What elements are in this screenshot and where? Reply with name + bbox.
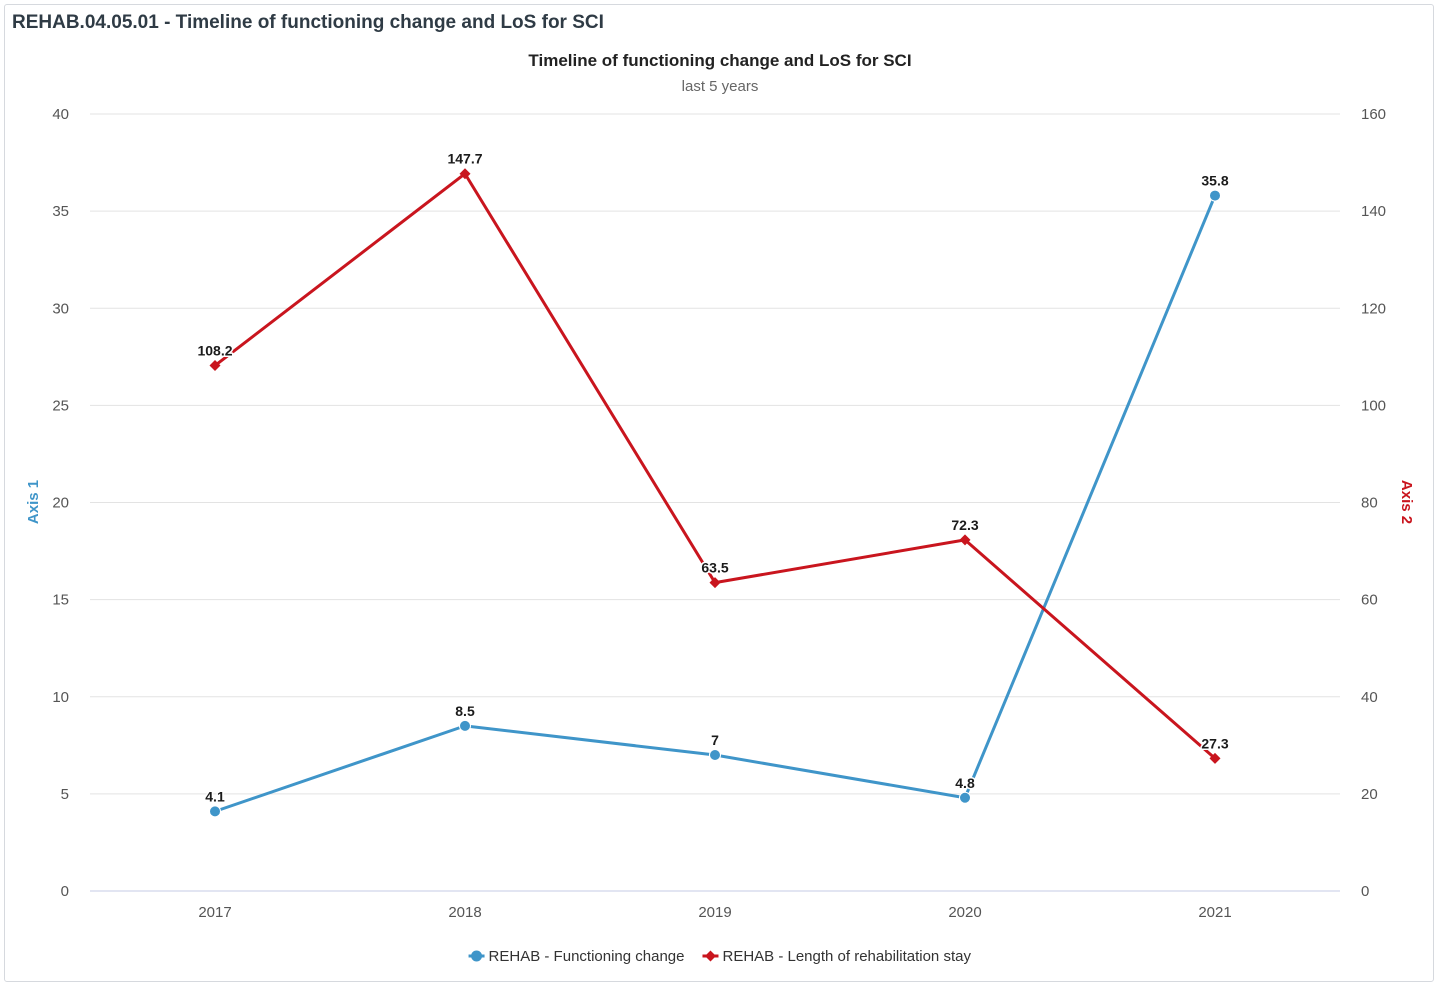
data-point[interactable] (459, 168, 471, 180)
panel-title: REHAB.04.05.01 - Timeline of functioning… (12, 12, 604, 33)
right-tick-label: 80 (1361, 495, 1378, 512)
series-line (214, 172, 1216, 760)
x-tick-label: 2020 (948, 904, 981, 921)
right-tick-label: 120 (1361, 300, 1386, 317)
legend-circle-marker (471, 950, 483, 962)
data-label: 4.8 (955, 775, 975, 791)
data-point[interactable] (1209, 752, 1221, 764)
series-0: 4.1 8.5 7 4.8 35.8 (204, 171, 1230, 818)
chart-title: Timeline of functioning change and LoS f… (528, 51, 911, 70)
left-axis-title: Axis 1 (25, 480, 42, 524)
left-tick-label: 30 (52, 300, 69, 317)
data-point[interactable] (459, 719, 471, 732)
legend-label: REHAB - Functioning change (489, 948, 685, 965)
right-tick-label: 0 (1361, 883, 1369, 900)
data-label: 72.3 (951, 517, 978, 533)
legend-item-1[interactable]: REHAB - Length of rehabilitation stay (702, 948, 971, 965)
right-axis-ticks: 0 20 40 60 80 100 120 140 160 (1361, 106, 1386, 900)
left-tick-label: 5 (61, 786, 69, 803)
left-axis-ticks: 0 5 10 15 20 25 30 35 40 (52, 106, 69, 900)
chart-subtitle: last 5 years (682, 78, 759, 95)
x-axis-ticks: 2017 2018 2019 2020 2021 (198, 904, 1231, 921)
data-point[interactable] (1209, 189, 1221, 202)
legend-item-0[interactable]: REHAB - Functioning change (468, 948, 685, 965)
data-point[interactable] (959, 791, 971, 804)
data-point[interactable] (209, 360, 221, 372)
chart-panel (4, 4, 1434, 982)
data-point[interactable] (709, 577, 721, 589)
right-tick-label: 40 (1361, 689, 1378, 706)
data-point[interactable] (959, 534, 971, 546)
legend[interactable]: REHAB - Functioning change REHAB - Length… (468, 948, 972, 965)
data-label: 147.7 (447, 151, 482, 167)
data-point[interactable] (709, 749, 721, 762)
data-label: 7 (711, 732, 719, 748)
left-tick-label: 35 (52, 203, 69, 220)
right-tick-label: 100 (1361, 397, 1386, 414)
right-tick-label: 20 (1361, 786, 1378, 803)
right-axis-title: Axis 2 (1398, 480, 1415, 524)
right-tick-label: 160 (1361, 106, 1386, 123)
legend-label: REHAB - Length of rehabilitation stay (722, 948, 971, 965)
series-line (214, 195, 1217, 813)
data-label: 108.2 (197, 343, 232, 359)
right-tick-label: 140 (1361, 203, 1386, 220)
left-tick-label: 20 (52, 495, 69, 512)
left-tick-label: 15 (52, 592, 69, 609)
left-tick-label: 0 (61, 883, 69, 900)
left-tick-label: 25 (52, 397, 69, 414)
data-label: 27.3 (1201, 735, 1228, 751)
x-tick-label: 2018 (448, 904, 481, 921)
data-point[interactable] (209, 805, 221, 818)
x-tick-label: 2019 (698, 904, 731, 921)
data-label: 4.1 (205, 788, 225, 804)
x-tick-label: 2017 (198, 904, 231, 921)
x-tick-label: 2021 (1198, 904, 1231, 921)
right-tick-label: 60 (1361, 592, 1378, 609)
data-label: 35.8 (1201, 173, 1228, 189)
series-1: 108.2 147.7 63.5 72.3 27.3 (196, 149, 1230, 764)
legend-diamond-marker (704, 950, 716, 962)
left-tick-label: 10 (52, 689, 69, 706)
left-tick-label: 40 (52, 106, 69, 123)
data-label: 8.5 (455, 703, 475, 719)
grid (90, 113, 1340, 892)
series-group: 4.1 8.5 7 4.8 35.8 108.2 147.7 63.5 72.3 27.3 (196, 149, 1230, 818)
data-label: 63.5 (701, 560, 728, 576)
